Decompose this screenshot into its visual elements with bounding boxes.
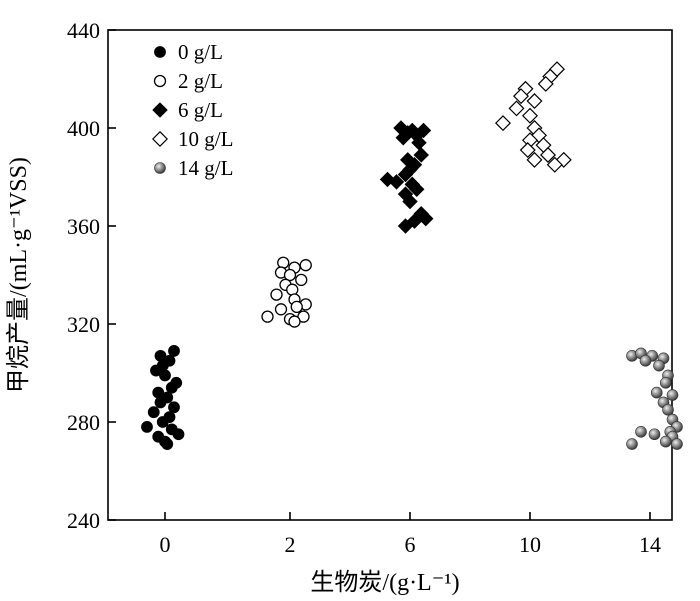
x-tick-label: 2 <box>285 532 296 557</box>
data-point-6-g-l <box>395 130 411 146</box>
data-point-10-g-l <box>537 75 554 92</box>
data-point-6-g-l <box>409 181 425 197</box>
data-point-10-g-l <box>508 100 525 117</box>
plot-frame <box>107 29 673 521</box>
data-points <box>141 61 683 450</box>
axes: 240 280 320 360 400 440 0 2 6 10 14 <box>67 18 673 557</box>
x-tick-label: 10 <box>519 532 541 557</box>
data-point-10-g-l <box>522 107 538 124</box>
data-point-14-g-l <box>666 389 679 401</box>
y-tick-label: 320 <box>67 312 100 337</box>
x-axis-title: 生物炭/(g·L⁻¹) <box>310 569 459 596</box>
data-point-2-g-l <box>270 288 283 301</box>
data-point-10-g-l <box>546 156 563 173</box>
data-point-14-g-l <box>650 386 663 399</box>
legend-marker-0-g-l <box>154 46 166 58</box>
legend-label-10-g-l: 10 g/L <box>178 127 233 151</box>
data-point-0-g-l <box>154 396 167 409</box>
data-point-0-g-l <box>168 345 180 357</box>
data-point-10-g-l <box>540 146 556 163</box>
data-point-14-g-l <box>648 428 661 441</box>
data-point-6-g-l <box>397 218 414 234</box>
data-point-14-g-l <box>635 425 647 438</box>
legend-marker-14-g-l <box>154 162 166 174</box>
legend: 0 g/L 2 g/L 6 g/L 10 g/L 14 g/L <box>152 40 233 180</box>
data-point-2-g-l <box>286 283 299 296</box>
data-point-10-g-l <box>526 151 543 168</box>
data-point-2-g-l <box>295 273 308 287</box>
legend-marker-2-g-l <box>153 74 167 88</box>
data-point-14-g-l <box>626 438 638 450</box>
data-point-14-g-l <box>671 438 683 450</box>
y-tick-label: 360 <box>67 214 100 239</box>
data-point-14-g-l <box>659 376 672 389</box>
data-point-2-g-l <box>261 310 274 323</box>
legend-label-0-g-l: 0 g/L <box>178 40 223 64</box>
data-point-6-g-l <box>413 147 429 163</box>
data-point-6-g-l <box>406 213 423 229</box>
data-point-0-g-l <box>168 401 180 414</box>
y-axis-title: 甲烷产量/(mL·g⁻¹VSS) <box>5 157 32 393</box>
data-point-0-g-l <box>172 428 185 441</box>
data-point-0-g-l <box>141 420 153 433</box>
data-point-6-g-l <box>388 174 405 190</box>
data-point-6-g-l <box>415 122 432 139</box>
legend-label-6-g-l: 6 g/L <box>178 98 223 122</box>
x-tick-label: 14 <box>639 532 661 557</box>
data-point-6-g-l <box>379 171 396 188</box>
data-point-0-g-l <box>165 381 178 394</box>
data-point-6-g-l <box>402 193 418 210</box>
data-point-10-g-l <box>526 93 543 110</box>
data-point-10-g-l <box>495 115 511 132</box>
data-point-6-g-l <box>418 210 434 227</box>
data-point-0-g-l <box>150 364 162 377</box>
legend-label-2-g-l: 2 g/L <box>178 69 223 93</box>
data-point-14-g-l <box>639 354 652 367</box>
data-point-10-g-l <box>513 88 529 105</box>
data-point-2-g-l <box>299 259 312 272</box>
y-tick-label: 400 <box>67 116 100 141</box>
x-tick-label: 0 <box>160 532 171 557</box>
y-tick-label: 440 <box>67 18 100 43</box>
data-point-2-g-l <box>290 300 303 314</box>
data-point-2-g-l <box>277 256 290 269</box>
y-tick-label: 240 <box>67 508 100 533</box>
data-point-14-g-l <box>653 359 665 372</box>
data-point-0-g-l <box>161 438 174 450</box>
data-point-10-g-l <box>519 142 536 159</box>
data-point-14-g-l <box>659 435 672 448</box>
data-point-2-g-l <box>288 315 301 328</box>
legend-marker-6-g-l <box>152 102 168 118</box>
legend-marker-10-g-l <box>152 131 168 147</box>
data-point-6-g-l <box>397 166 414 183</box>
data-point-0-g-l <box>159 369 171 382</box>
data-point-0-g-l <box>147 406 160 419</box>
data-point-2-g-l <box>283 268 297 282</box>
x-tick-label: 6 <box>405 532 416 557</box>
data-point-14-g-l <box>662 403 674 416</box>
y-tick-label: 280 <box>67 410 100 435</box>
legend-label-14-g-l: 14 g/L <box>178 156 233 180</box>
data-point-2-g-l <box>274 303 288 316</box>
data-point-0-g-l <box>156 416 169 428</box>
